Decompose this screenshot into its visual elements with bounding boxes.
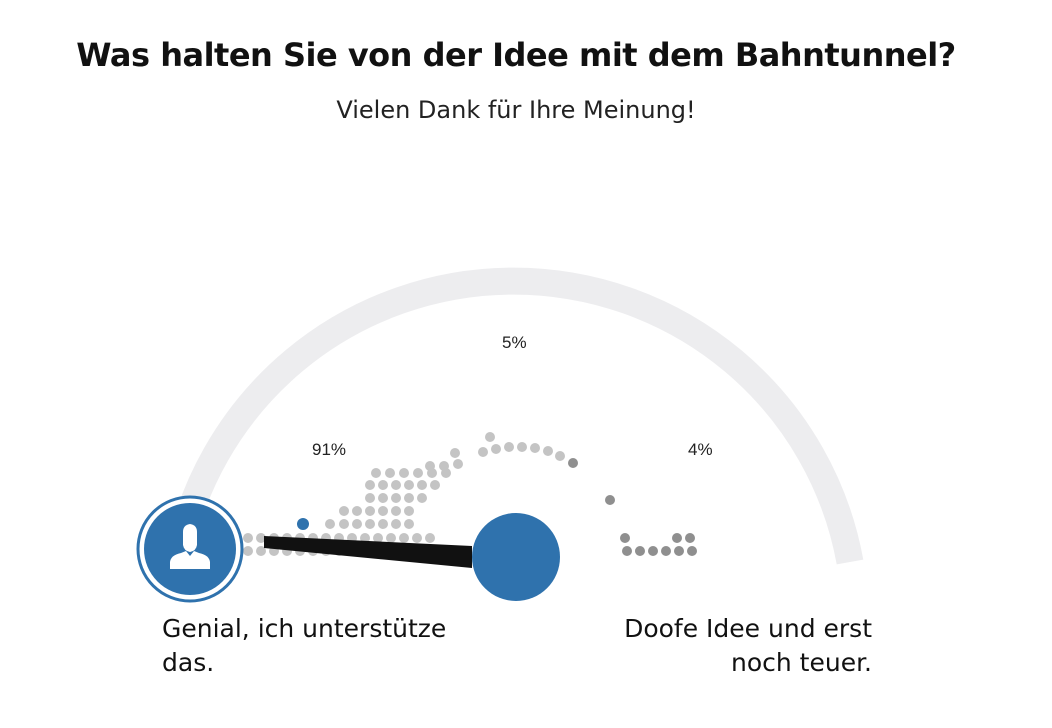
vote-dot — [605, 495, 615, 505]
vote-dot — [491, 444, 501, 454]
vote-dot — [339, 519, 349, 529]
vote-dot — [378, 480, 388, 490]
vote-dot — [243, 533, 253, 543]
user-marker[interactable] — [136, 495, 244, 603]
vote-dot — [399, 533, 409, 543]
left-percent: 91% — [312, 440, 347, 459]
vote-dot — [685, 533, 695, 543]
vote-dot — [543, 446, 553, 456]
right-percent: 4% — [688, 440, 713, 459]
vote-dot — [365, 480, 375, 490]
vote-dot — [674, 546, 684, 556]
middle-percent: 5% — [502, 333, 527, 352]
own-vote-dot — [297, 518, 309, 530]
scale-left-label: Genial, ich unterstütze das. — [162, 614, 447, 677]
vote-dot — [365, 519, 375, 529]
vote-dot — [568, 458, 578, 468]
vote-dot — [504, 442, 514, 452]
vote-dot — [517, 442, 527, 452]
vote-dot — [365, 493, 375, 503]
vote-dot — [478, 447, 488, 457]
page-title: Was halten Sie von der Idee mit dem Bahn… — [76, 36, 956, 74]
vote-dot — [453, 459, 463, 469]
vote-dot — [256, 546, 266, 556]
vote-dot — [687, 546, 697, 556]
scale-right-label: Doofe Idee und erst noch teuer. — [624, 614, 872, 677]
vote-dot — [325, 519, 335, 529]
page-subtitle: Vielen Dank für Ihre Meinung! — [336, 96, 696, 124]
vote-dot — [417, 493, 427, 503]
vote-dot — [378, 493, 388, 503]
vote-dot — [430, 480, 440, 490]
vote-dot — [339, 506, 349, 516]
vote-dot — [412, 533, 422, 543]
vote-dot — [622, 546, 632, 556]
vote-dot — [485, 432, 495, 442]
vote-dot — [352, 506, 362, 516]
slider-handle[interactable] — [472, 513, 560, 601]
vote-dot — [243, 546, 253, 556]
vote-dot — [404, 519, 414, 529]
vote-dot — [378, 519, 388, 529]
gauge-needle — [264, 536, 472, 568]
vote-dot — [661, 546, 671, 556]
vote-dot — [413, 468, 423, 478]
vote-dot — [399, 468, 409, 478]
vote-dot — [439, 461, 449, 471]
vote-dot — [365, 506, 375, 516]
vote-dot — [378, 506, 388, 516]
vote-dot — [450, 448, 460, 458]
vote-dot — [391, 519, 401, 529]
vote-dot — [425, 461, 435, 471]
vote-dot — [391, 480, 401, 490]
vote-dot — [352, 519, 362, 529]
vote-dot — [404, 493, 414, 503]
vote-dot — [672, 533, 682, 543]
vote-dot — [386, 533, 396, 543]
vote-dot — [373, 533, 383, 543]
vote-dot — [360, 533, 370, 543]
vote-dot — [530, 443, 540, 453]
vote-dot — [417, 480, 427, 490]
gauge-track — [163, 267, 864, 565]
vote-dot — [635, 546, 645, 556]
user-icon — [170, 524, 210, 569]
vote-dot — [555, 451, 565, 461]
vote-dot — [385, 468, 395, 478]
vote-dot — [404, 506, 414, 516]
vote-dot — [620, 533, 630, 543]
vote-dot — [425, 533, 435, 543]
vote-dot — [404, 480, 414, 490]
vote-dot — [371, 468, 381, 478]
vote-dot — [391, 493, 401, 503]
vote-dot — [648, 546, 658, 556]
vote-dot — [256, 533, 266, 543]
vote-dot — [391, 506, 401, 516]
